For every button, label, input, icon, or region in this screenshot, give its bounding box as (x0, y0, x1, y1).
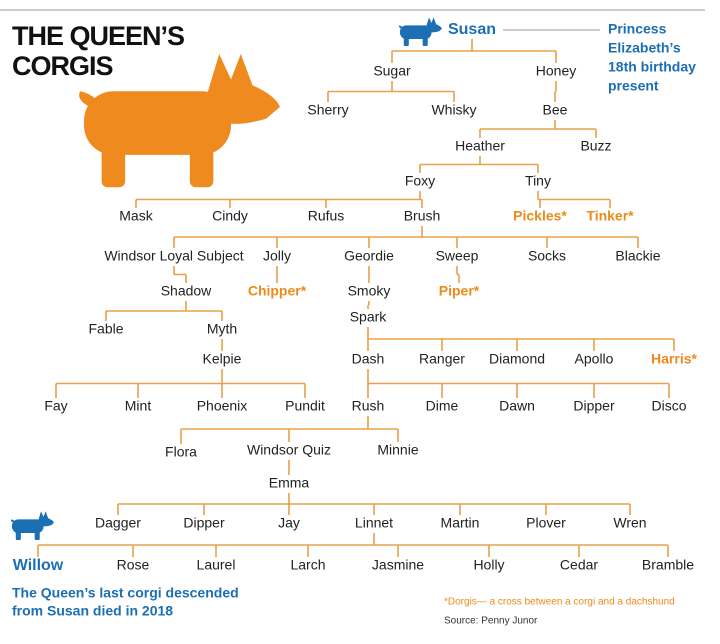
connector (367, 327, 675, 351)
connector (37, 533, 669, 557)
dog-name: Dime (426, 398, 459, 414)
dog-name: Larch (290, 557, 325, 573)
source: Source: Penny Junor (444, 616, 538, 627)
connector (105, 301, 223, 321)
susan-note: 18th birthday (608, 59, 696, 75)
title-line: CORGIS (12, 51, 113, 81)
dog-name: Smoky (348, 283, 391, 299)
connector (479, 120, 597, 138)
dog-name: Sweep (436, 248, 479, 264)
dog-name: Heather (455, 138, 505, 154)
willow-note: The Queen’s last corgi descended (12, 585, 239, 601)
dog-name: Tiny (525, 173, 551, 189)
dog-name: Flora (165, 444, 197, 460)
dog-name: Jolly (263, 248, 291, 264)
dog-name: Pickles* (513, 208, 567, 224)
connector (367, 301, 370, 309)
connector (173, 226, 639, 248)
dog-name: Windsor Quiz (247, 442, 331, 458)
dog-name: Chipper* (248, 283, 307, 299)
dog-name: Shadow (161, 283, 212, 299)
dog-name: Windsor Loyal Subject (104, 248, 243, 264)
dog-name: Brush (404, 208, 441, 224)
connector (135, 191, 423, 208)
dog-name: Spark (350, 309, 388, 325)
dog-name: Bee (543, 102, 568, 118)
connector (456, 266, 460, 283)
dog-name: Apollo (575, 351, 614, 367)
dog-name: Diamond (489, 351, 545, 367)
connector (537, 191, 611, 208)
dog-name: Dipper (573, 398, 615, 414)
dog-name: Linnet (355, 515, 393, 531)
dog-name: Susan (448, 21, 496, 38)
footnote: *Dorgis— a cross between a corgi and a d… (444, 597, 675, 608)
dog-name: Laurel (197, 557, 236, 573)
dog-name: Dipper (183, 515, 225, 531)
title-line: THE QUEEN’S (12, 21, 184, 51)
dog-name: Dagger (95, 515, 141, 531)
connector (117, 493, 631, 515)
dog-name: Emma (269, 475, 310, 491)
dog-name: Rose (117, 557, 150, 573)
dog-name: Ranger (419, 351, 465, 367)
dog-name: Minnie (377, 442, 418, 458)
dog-name: Rush (352, 398, 385, 414)
dog-name: Mint (125, 398, 152, 414)
dog-name: Willow (13, 557, 64, 574)
susan-note: present (608, 78, 659, 94)
dog-name: Buzz (580, 138, 611, 154)
dog-name: Sugar (373, 63, 411, 79)
dog-name: Rufus (308, 208, 345, 224)
dog-name: Pundit (285, 398, 325, 414)
dog-name: Plover (526, 515, 566, 531)
dog-name: Geordie (344, 248, 394, 264)
dog-name: Harris* (651, 351, 697, 367)
dog-name: Martin (441, 515, 480, 531)
dog-name: Tinker* (586, 208, 634, 224)
willow-icon (10, 511, 54, 540)
dog-name: Cedar (560, 557, 598, 573)
connector (180, 416, 399, 444)
dog-name: Socks (528, 248, 566, 264)
connector (173, 266, 187, 283)
dog-name: Kelpie (203, 351, 242, 367)
dog-name: Jasmine (372, 557, 424, 573)
dog-name: Sherry (307, 102, 348, 118)
dog-name: Piper* (439, 283, 480, 299)
dog-name: Honey (536, 63, 576, 79)
dog-name: Myth (207, 321, 237, 337)
susan-note: Elizabeth’s (608, 40, 681, 56)
dog-name: Whisky (431, 102, 476, 118)
dog-name: Dash (352, 351, 385, 367)
susan-icon (398, 17, 442, 46)
connector (391, 39, 557, 63)
dog-name: Dawn (499, 398, 535, 414)
dog-name: Jay (278, 515, 300, 531)
dog-name: Holly (473, 557, 504, 573)
dog-name: Disco (651, 398, 686, 414)
dog-name: Cindy (212, 208, 248, 224)
connector (554, 81, 557, 102)
dog-name: Mask (119, 208, 153, 224)
willow-note: from Susan died in 2018 (12, 603, 173, 619)
dog-name: Phoenix (197, 398, 248, 414)
connector (367, 369, 670, 398)
dog-name: Fable (88, 321, 123, 337)
dog-name: Bramble (642, 557, 694, 573)
connector (327, 81, 455, 102)
connector (55, 369, 306, 398)
susan-note: Princess (608, 21, 667, 37)
connector (419, 156, 539, 173)
dog-name: Fay (44, 398, 67, 414)
dog-name: Wren (613, 515, 646, 531)
dog-name: Blackie (615, 248, 660, 264)
dog-name: Foxy (405, 173, 435, 189)
